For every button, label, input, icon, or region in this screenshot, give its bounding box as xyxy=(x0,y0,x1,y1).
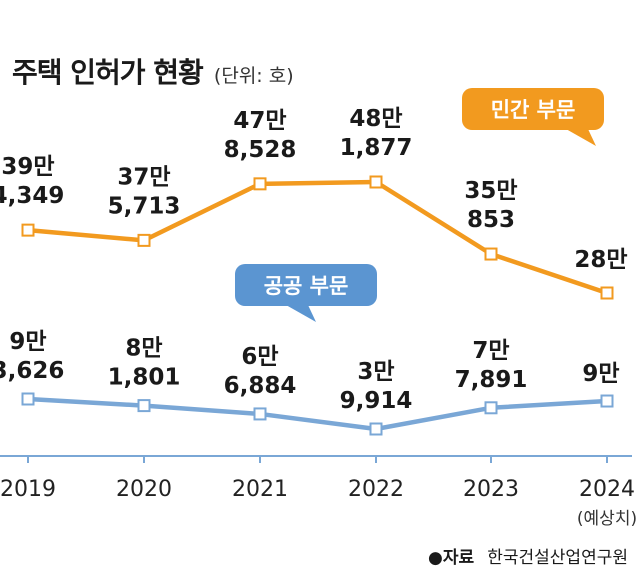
series-line xyxy=(25,396,610,432)
badge-label: 민간 부문 xyxy=(491,98,576,122)
data-label-2021-line1: 6만 xyxy=(241,344,278,370)
series-group: 39만 4,349 37만 5,713 47만 8,528 48만 1,877 35만 853 28… xyxy=(0,106,628,436)
data-point-2019 xyxy=(21,392,35,406)
badge-public: 공공 부문 xyxy=(235,264,377,322)
badge-bg xyxy=(462,88,604,130)
data-label-2023-line1: 35만 xyxy=(464,178,517,204)
data-label-2023-line2: 7,891 xyxy=(455,367,528,393)
series-line xyxy=(25,179,610,296)
data-point-2019 xyxy=(21,223,35,237)
data-label-2019-line1: 9만 xyxy=(9,329,46,355)
source-note: ●자료 한국건설산업연구원 xyxy=(428,548,628,568)
data-label-2021-line1: 47만 xyxy=(233,108,286,134)
source-org: 한국건설산업연구원 xyxy=(487,548,628,568)
x-tick-label-2020: 2020 xyxy=(116,477,172,502)
data-label-2020-line2: 1,801 xyxy=(108,365,181,391)
badge-bg xyxy=(235,264,377,306)
source-label: ●자료 xyxy=(428,548,474,568)
data-label-2019-line2: 3,626 xyxy=(0,358,64,384)
data-point-2023 xyxy=(484,247,498,261)
badge-tail xyxy=(566,129,596,146)
x-tick-label-2024: 2024 xyxy=(579,477,635,502)
badge-label: 공공 부문 xyxy=(264,274,349,298)
series-private: 39만 4,349 37만 5,713 47만 8,528 48만 1,877 35만 853 28… xyxy=(0,106,628,300)
x-tick-label-2023: 2023 xyxy=(463,477,519,502)
data-label-2024-line1: 28만 xyxy=(574,247,627,273)
data-point-2022 xyxy=(369,422,383,436)
data-label-2022-line2: 9,914 xyxy=(340,388,413,414)
data-point-2021 xyxy=(253,177,267,191)
data-label-2024-line1: 9만 xyxy=(582,361,619,387)
data-point-2024 xyxy=(600,394,614,408)
data-label-2022-line2: 1,877 xyxy=(340,135,413,161)
data-label-2019-line1: 39만 xyxy=(1,154,54,180)
x-tick-label-2021: 2021 xyxy=(232,477,288,502)
data-point-2022 xyxy=(369,175,383,189)
chart-title: 주택 인허가 현황 xyxy=(12,56,204,89)
data-label-2021-line2: 8,528 xyxy=(224,137,297,163)
data-label-2022-line1: 48만 xyxy=(349,106,402,132)
x-tick-label-2022: 2022 xyxy=(348,477,404,502)
x-tick-note-2024: (예상치) xyxy=(577,509,637,529)
x-axis xyxy=(0,455,632,463)
data-point-2020 xyxy=(137,233,151,247)
data-label-2023-line2: 853 xyxy=(467,207,515,233)
data-point-2021 xyxy=(253,407,267,421)
badge-private: 민간 부문 xyxy=(462,88,604,146)
data-label-2021-line2: 6,884 xyxy=(224,373,297,399)
chart-title-group: 주택 인허가 현황 (단위: 호) xyxy=(12,56,294,89)
x-tick-labels: 2019 2020 2021 2022 2023 2024 (예상치) xyxy=(0,477,637,529)
data-label-2019-line2: 4,349 xyxy=(0,183,64,209)
data-label-2020-line1: 8만 xyxy=(125,336,162,362)
data-point-2024 xyxy=(600,286,614,300)
data-point-2020 xyxy=(137,399,151,413)
data-label-2020-line2: 5,713 xyxy=(108,193,181,219)
chart-unit: (단위: 호) xyxy=(214,65,294,87)
data-label-2020-line1: 37만 xyxy=(117,164,170,190)
data-label-2022-line1: 3만 xyxy=(357,359,394,385)
series-public: 9만 3,626 8만 1,801 6만 6,884 3만 9,914 7만 7,891 9만 xyxy=(0,329,620,436)
data-point-2023 xyxy=(484,401,498,415)
data-label-2023-line1: 7만 xyxy=(472,338,509,364)
x-tick-label-2019: 2019 xyxy=(0,477,56,502)
badge-tail xyxy=(286,305,316,322)
